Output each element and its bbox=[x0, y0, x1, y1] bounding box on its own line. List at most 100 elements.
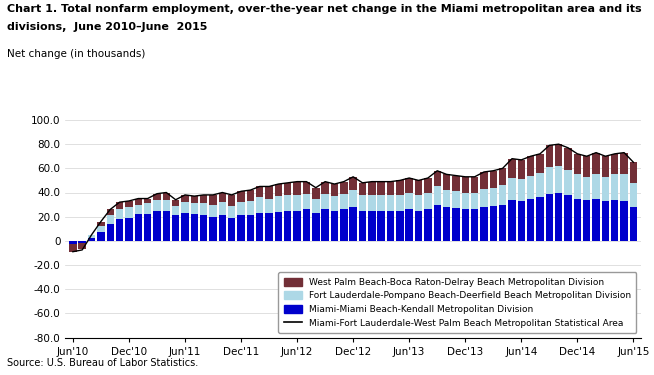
Bar bbox=[190, 203, 198, 214]
Bar bbox=[284, 183, 292, 195]
Bar bbox=[564, 170, 572, 195]
Bar bbox=[611, 200, 619, 241]
Bar bbox=[218, 202, 226, 216]
Bar bbox=[228, 195, 235, 206]
Bar bbox=[555, 166, 562, 192]
Bar bbox=[153, 211, 161, 241]
Bar bbox=[499, 205, 506, 241]
Bar bbox=[266, 198, 273, 213]
Bar bbox=[237, 191, 245, 202]
Bar bbox=[163, 192, 170, 200]
Bar bbox=[396, 211, 404, 241]
Bar bbox=[135, 198, 142, 205]
Bar bbox=[163, 200, 170, 211]
Bar bbox=[368, 182, 375, 195]
Bar bbox=[387, 211, 394, 241]
Bar bbox=[621, 201, 628, 241]
Bar bbox=[527, 176, 534, 198]
Text: Net change (in thousands): Net change (in thousands) bbox=[7, 49, 145, 59]
Bar bbox=[396, 195, 404, 211]
Bar bbox=[349, 190, 357, 207]
Bar bbox=[107, 224, 114, 241]
Bar bbox=[266, 213, 273, 241]
Bar bbox=[434, 171, 441, 186]
Bar bbox=[405, 209, 413, 241]
Text: Source: U.S. Bureau of Labor Statistics.: Source: U.S. Bureau of Labor Statistics. bbox=[7, 357, 198, 368]
Bar bbox=[462, 192, 469, 209]
Bar bbox=[452, 208, 460, 241]
Bar bbox=[424, 192, 432, 209]
Bar bbox=[387, 195, 394, 211]
Bar bbox=[499, 168, 506, 185]
Bar bbox=[190, 196, 198, 203]
Bar bbox=[78, 241, 86, 243]
Bar bbox=[349, 177, 357, 190]
Bar bbox=[209, 205, 216, 217]
Bar bbox=[555, 192, 562, 241]
Bar bbox=[228, 218, 235, 241]
Bar bbox=[275, 196, 282, 212]
Bar bbox=[611, 154, 619, 174]
Bar bbox=[331, 196, 338, 211]
Bar bbox=[294, 211, 301, 241]
Bar bbox=[527, 198, 534, 241]
Bar bbox=[508, 159, 516, 178]
Bar bbox=[630, 183, 637, 207]
Bar bbox=[303, 209, 310, 241]
Bar bbox=[172, 206, 179, 216]
Bar bbox=[480, 207, 488, 241]
Bar bbox=[275, 212, 282, 241]
Bar bbox=[452, 176, 460, 191]
Bar bbox=[200, 216, 207, 241]
Bar bbox=[256, 197, 264, 213]
Bar bbox=[275, 184, 282, 196]
Bar bbox=[228, 206, 235, 218]
Bar bbox=[144, 214, 151, 241]
Bar bbox=[611, 174, 619, 200]
Bar bbox=[536, 197, 543, 241]
Bar bbox=[471, 192, 478, 209]
Bar bbox=[424, 178, 432, 192]
Bar bbox=[69, 241, 77, 244]
Bar bbox=[415, 195, 422, 211]
Bar bbox=[602, 156, 609, 177]
Bar bbox=[78, 243, 86, 249]
Bar bbox=[69, 244, 77, 252]
Bar bbox=[490, 171, 497, 188]
Bar bbox=[517, 201, 525, 241]
Bar bbox=[574, 174, 581, 198]
Bar bbox=[377, 211, 385, 241]
Bar bbox=[200, 203, 207, 216]
Bar bbox=[517, 179, 525, 201]
Bar bbox=[405, 178, 413, 192]
Bar bbox=[574, 198, 581, 241]
Bar bbox=[462, 177, 469, 192]
Bar bbox=[97, 222, 105, 226]
Bar bbox=[545, 167, 553, 194]
Bar bbox=[331, 211, 338, 241]
Bar bbox=[517, 160, 525, 179]
Bar bbox=[630, 162, 637, 183]
Bar bbox=[247, 190, 254, 201]
Bar bbox=[303, 182, 310, 194]
Bar bbox=[593, 174, 600, 198]
Bar bbox=[312, 198, 320, 213]
Bar bbox=[490, 188, 497, 206]
Bar bbox=[88, 238, 95, 241]
Bar bbox=[97, 232, 105, 241]
Bar bbox=[349, 207, 357, 241]
Bar bbox=[340, 209, 347, 241]
Bar bbox=[602, 201, 609, 241]
Bar bbox=[434, 186, 441, 205]
Bar bbox=[443, 190, 451, 207]
Bar bbox=[593, 198, 600, 241]
Bar bbox=[97, 226, 105, 232]
Bar bbox=[172, 216, 179, 241]
Bar bbox=[593, 153, 600, 174]
Bar bbox=[284, 195, 292, 211]
Bar bbox=[564, 148, 572, 170]
Bar bbox=[247, 216, 254, 241]
Bar bbox=[621, 153, 628, 174]
Bar bbox=[303, 194, 310, 209]
Bar bbox=[583, 177, 591, 200]
